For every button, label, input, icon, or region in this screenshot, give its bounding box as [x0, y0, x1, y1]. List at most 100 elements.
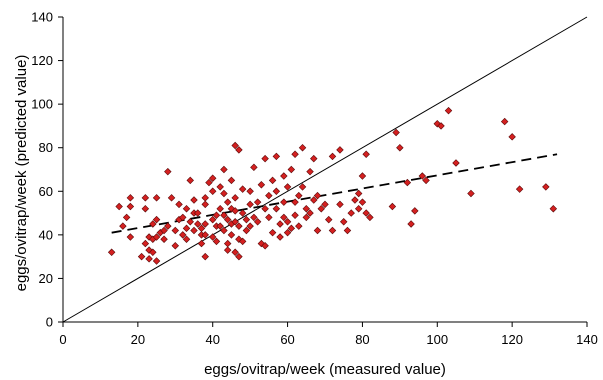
data-point [299, 144, 306, 151]
data-point [153, 258, 160, 265]
data-point [224, 247, 231, 254]
data-point [543, 184, 550, 191]
x-axis: 0 20 40 60 80 100 120 140 [59, 322, 597, 347]
x-tick-label: 120 [501, 332, 523, 347]
y-tick-label: 60 [39, 184, 53, 199]
data-point [310, 155, 317, 162]
data-point [266, 192, 273, 199]
data-point [273, 205, 280, 212]
data-point [509, 134, 516, 141]
y-tick-label: 80 [39, 140, 53, 155]
data-point [340, 218, 347, 225]
data-point [187, 177, 194, 184]
data-point [191, 227, 198, 234]
x-tick-label: 0 [59, 332, 66, 347]
data-point [176, 201, 183, 208]
data-point [254, 199, 261, 206]
data-point [232, 195, 239, 202]
data-point [202, 253, 209, 260]
data-point [127, 203, 134, 210]
data-point [337, 201, 344, 208]
data-point [172, 227, 179, 234]
data-point [198, 240, 205, 247]
data-point [247, 188, 254, 195]
data-point [165, 168, 172, 175]
data-point [217, 184, 224, 191]
data-point [344, 227, 351, 234]
data-point [221, 190, 228, 197]
x-tick-label: 20 [131, 332, 145, 347]
data-point [277, 234, 284, 241]
data-point [445, 107, 452, 114]
data-point [224, 199, 231, 206]
data-point [516, 186, 523, 193]
y-tick-label: 120 [31, 53, 53, 68]
data-point [397, 144, 404, 151]
data-point [453, 160, 460, 167]
x-tick-label: 100 [426, 332, 448, 347]
data-point [183, 205, 190, 212]
data-point [299, 184, 306, 191]
identity-line [63, 17, 587, 322]
data-point [116, 203, 123, 210]
data-point [194, 210, 201, 217]
data-point [355, 190, 362, 197]
data-point [228, 232, 235, 239]
data-point [292, 199, 299, 206]
data-point [359, 173, 366, 180]
data-point [348, 210, 355, 217]
y-axis: 0 20 40 60 80 100 120 140 [31, 10, 63, 330]
data-point [172, 242, 179, 249]
x-tick-label: 60 [280, 332, 294, 347]
data-point [307, 168, 314, 175]
data-point [239, 186, 246, 193]
data-point [329, 153, 336, 160]
data-point [120, 223, 127, 230]
data-point [138, 253, 145, 260]
data-point [217, 205, 224, 212]
x-tick-label: 80 [355, 332, 369, 347]
data-point [363, 151, 370, 158]
x-tick-label: 140 [576, 332, 598, 347]
data-point [146, 256, 153, 263]
data-point [314, 227, 321, 234]
data-point [202, 232, 209, 239]
data-point [209, 188, 216, 195]
x-tick-label: 40 [205, 332, 219, 347]
data-point [393, 129, 400, 136]
data-point [266, 214, 273, 221]
data-point [127, 234, 134, 241]
data-point [258, 181, 265, 188]
data-point [329, 227, 336, 234]
data-point [108, 249, 115, 256]
data-point [277, 221, 284, 228]
data-point [501, 118, 508, 125]
data-point [389, 203, 396, 210]
data-point [296, 192, 303, 199]
data-point [292, 151, 299, 158]
data-point [224, 240, 231, 247]
data-point [284, 184, 291, 191]
y-tick-label: 140 [31, 10, 53, 25]
data-point [273, 153, 280, 160]
data-point [187, 218, 194, 225]
data-point [352, 197, 359, 204]
x-axis-title: eggs/ovitrap/week (measured value) [204, 361, 446, 378]
data-point [262, 155, 269, 162]
data-point [281, 199, 288, 206]
data-point [273, 188, 280, 195]
data-point [221, 166, 228, 173]
data-point [251, 164, 258, 171]
data-point [412, 208, 419, 215]
y-tick-label: 40 [39, 227, 53, 242]
data-point [337, 147, 344, 154]
data-point [247, 201, 254, 208]
data-point [153, 195, 160, 202]
data-point [359, 199, 366, 206]
data-point [296, 223, 303, 230]
data-point [269, 229, 276, 236]
y-tick-label: 100 [31, 97, 53, 112]
data-point [191, 197, 198, 204]
data-point [325, 216, 332, 223]
